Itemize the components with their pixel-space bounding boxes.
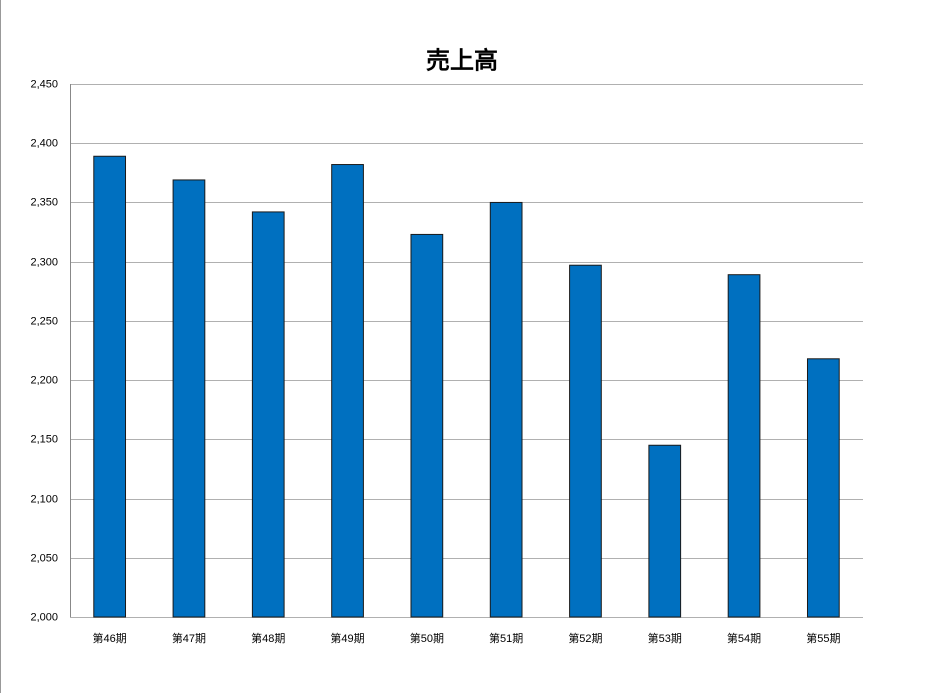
bar xyxy=(251,211,285,618)
x-tick-label: 第54期 xyxy=(727,631,761,645)
x-tick-label: 第46期 xyxy=(93,631,127,645)
y-tick-label: 2,450 xyxy=(30,78,58,90)
bar xyxy=(727,274,761,618)
y-tick-label: 2,300 xyxy=(30,256,58,268)
x-tick-label: 第55期 xyxy=(806,631,840,645)
x-tick-label: 第50期 xyxy=(410,631,444,645)
y-tick-label: 2,100 xyxy=(30,493,58,505)
bar xyxy=(489,201,523,618)
bar xyxy=(93,155,127,618)
y-tick-label: 2,350 xyxy=(30,196,58,208)
bar xyxy=(331,164,364,618)
x-tick-label: 第51期 xyxy=(489,631,523,645)
x-tick-label: 第47期 xyxy=(172,631,206,645)
bar xyxy=(648,444,682,618)
y-tick-label: 2,250 xyxy=(30,315,58,327)
chart-title: 売上高 xyxy=(426,46,498,74)
bar xyxy=(410,233,444,618)
x-tick-label: 第52期 xyxy=(568,631,602,645)
x-tick-label: 第49期 xyxy=(330,631,364,645)
y-tick-label: 2,050 xyxy=(30,552,58,564)
x-tick-label: 第53期 xyxy=(648,631,682,645)
y-tick-label: 2,150 xyxy=(30,433,58,445)
bar xyxy=(806,358,840,618)
y-tick-label: 2,400 xyxy=(30,137,58,149)
x-tick-label: 第48期 xyxy=(251,631,285,645)
bar xyxy=(569,264,602,618)
bar xyxy=(172,179,206,618)
y-tick-label: 2,200 xyxy=(30,374,58,386)
y-tick-label: 2,000 xyxy=(30,611,58,623)
